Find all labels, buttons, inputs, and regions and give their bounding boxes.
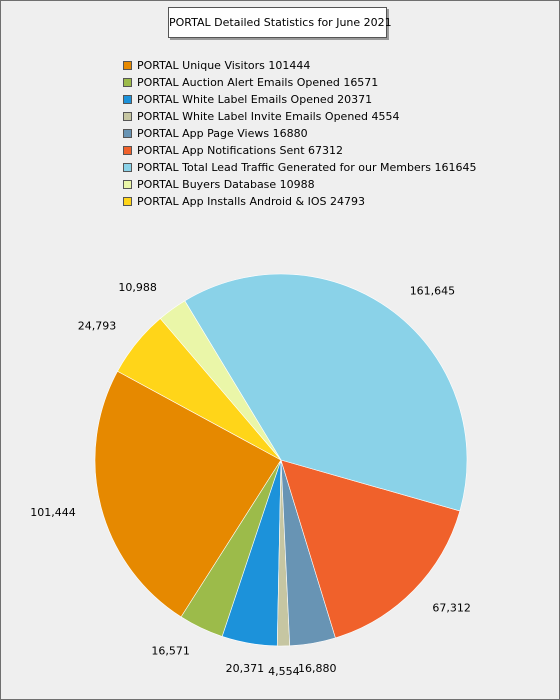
slice-value-label: 161,645 — [410, 285, 456, 298]
slice-value-label: 16,571 — [151, 644, 190, 657]
legend-swatch — [123, 112, 132, 121]
legend-label: PORTAL White Label Emails Opened 20371 — [137, 93, 373, 106]
legend-item: PORTAL Total Lead Traffic Generated for … — [123, 161, 476, 178]
legend-item: PORTAL White Label Invite Emails Opened … — [123, 110, 476, 127]
legend-label: PORTAL White Label Invite Emails Opened … — [137, 110, 400, 123]
legend-label: PORTAL App Notifications Sent 67312 — [137, 144, 344, 157]
legend-item: PORTAL Buyers Database 10988 — [123, 178, 476, 195]
slice-value-label: 20,371 — [226, 662, 265, 675]
slice-value-label: 24,793 — [78, 320, 117, 333]
legend-swatch — [123, 197, 132, 206]
legend-label: PORTAL Auction Alert Emails Opened 16571 — [137, 76, 379, 89]
legend-label: PORTAL App Page Views 16880 — [137, 127, 308, 140]
legend-label: PORTAL Total Lead Traffic Generated for … — [137, 161, 477, 174]
pie-slice — [280, 459, 461, 639]
legend-label: PORTAL Unique Visitors 101444 — [137, 59, 311, 72]
legend-swatch — [123, 146, 132, 155]
legend: PORTAL Unique Visitors 101444 PORTAL Auct… — [123, 59, 476, 212]
legend-item: PORTAL Auction Alert Emails Opened 16571 — [123, 76, 476, 93]
pie-slice — [117, 318, 282, 461]
pie-slice — [184, 273, 468, 512]
legend-item: PORTAL Unique Visitors 101444 — [123, 59, 476, 76]
legend-item: PORTAL White Label Emails Opened 20371 — [123, 93, 476, 110]
legend-swatch — [123, 180, 132, 189]
legend-item: PORTAL App Installs Android & IOS 24793 — [123, 195, 476, 212]
legend-swatch — [123, 163, 132, 172]
slice-value-label: 4,554 — [268, 665, 300, 678]
chart-title: PORTAL Detailed Statistics for June 2021 — [168, 7, 392, 38]
legend-item: PORTAL App Page Views 16880 — [123, 127, 476, 144]
legend-label: PORTAL Buyers Database 10988 — [137, 178, 315, 191]
slice-value-label: 16,880 — [298, 662, 337, 675]
legend-swatch — [123, 95, 132, 104]
slice-value-label: 101,444 — [30, 506, 76, 519]
legend-swatch — [123, 129, 132, 138]
slice-value-label: 10,988 — [118, 281, 157, 294]
pie-slice — [94, 370, 282, 618]
legend-label: PORTAL App Installs Android & IOS 24793 — [137, 195, 365, 208]
slice-value-label: 67,312 — [432, 601, 471, 614]
legend-swatch — [123, 78, 132, 87]
legend-item: PORTAL App Notifications Sent 67312 — [123, 144, 476, 161]
legend-swatch — [123, 61, 132, 70]
